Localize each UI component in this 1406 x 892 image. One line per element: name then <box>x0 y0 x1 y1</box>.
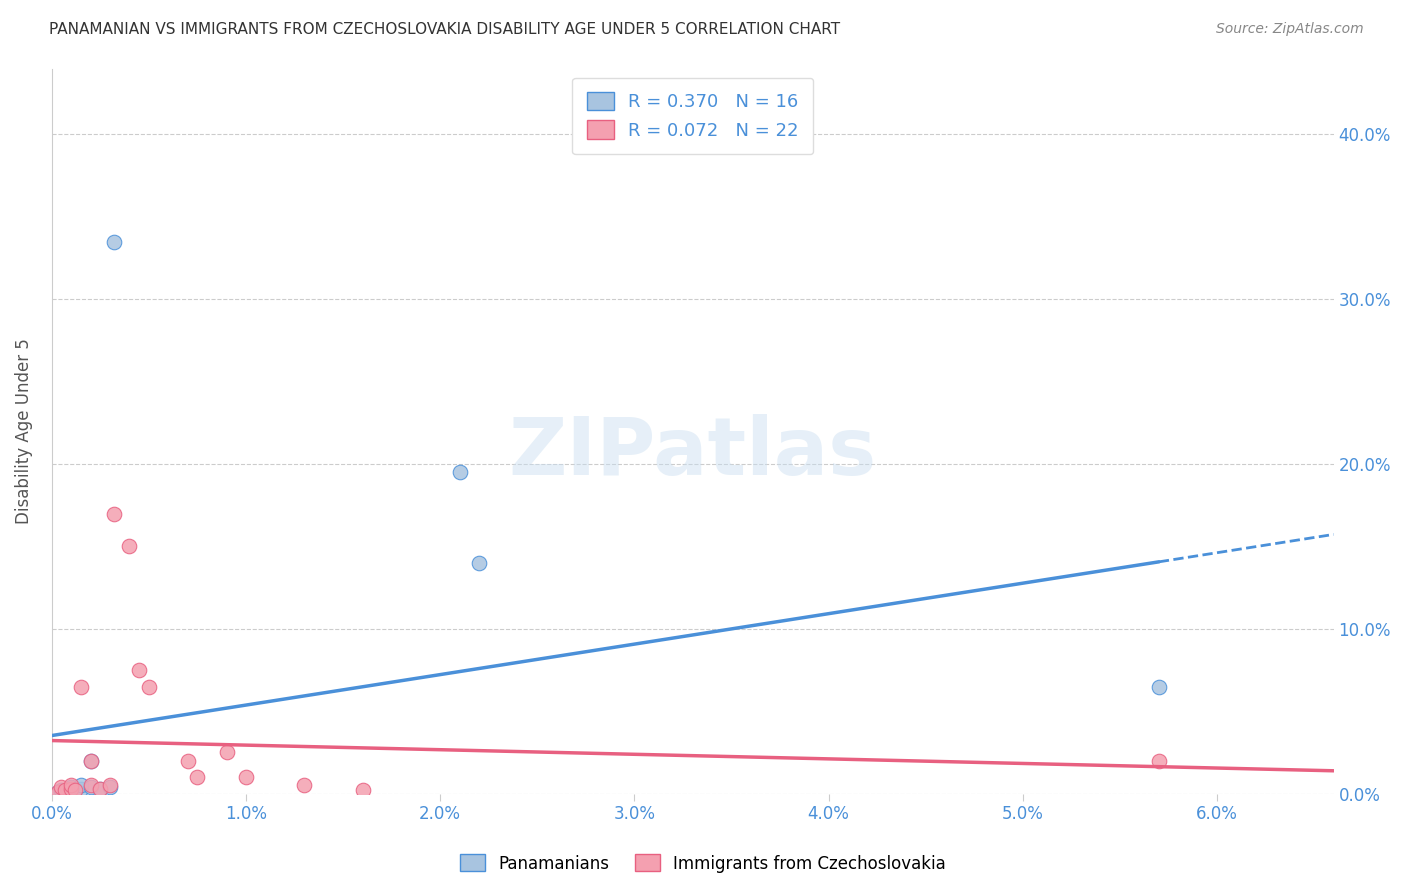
Point <box>118 540 141 554</box>
Point <box>46 785 69 799</box>
Point <box>46 785 69 799</box>
Point <box>60 779 83 793</box>
Point <box>449 465 471 479</box>
Text: PANAMANIAN VS IMMIGRANTS FROM CZECHOSLOVAKIA DISABILITY AGE UNDER 5 CORRELATION : PANAMANIAN VS IMMIGRANTS FROM CZECHOSLOV… <box>49 22 841 37</box>
Point <box>292 779 315 793</box>
Point <box>60 781 83 796</box>
Point <box>468 556 491 570</box>
Point <box>51 783 73 797</box>
Point <box>60 780 83 794</box>
Point <box>63 783 86 797</box>
Y-axis label: Disability Age Under 5: Disability Age Under 5 <box>15 338 32 524</box>
Point <box>79 754 101 768</box>
Point <box>70 781 93 796</box>
Point <box>60 781 83 796</box>
Point <box>235 770 257 784</box>
Point <box>63 783 86 797</box>
Point <box>103 507 125 521</box>
Point <box>70 779 93 793</box>
Point <box>98 780 121 794</box>
Text: ZIPatlas: ZIPatlas <box>509 414 877 491</box>
Point <box>51 780 73 794</box>
Point <box>103 235 125 249</box>
Point <box>98 779 121 793</box>
Point <box>215 746 238 760</box>
Legend: R = 0.370   N = 16, R = 0.072   N = 22: R = 0.370 N = 16, R = 0.072 N = 22 <box>572 78 813 154</box>
Text: Source: ZipAtlas.com: Source: ZipAtlas.com <box>1216 22 1364 37</box>
Point <box>1147 680 1170 694</box>
Point <box>177 754 200 768</box>
Point <box>186 770 208 784</box>
Point <box>53 785 76 799</box>
Point <box>128 663 150 677</box>
Point <box>79 754 101 768</box>
Point <box>79 780 101 794</box>
Point <box>1147 754 1170 768</box>
Point <box>53 783 76 797</box>
Point <box>352 783 374 797</box>
Point <box>70 680 93 694</box>
Point <box>89 781 111 796</box>
Point <box>89 781 111 796</box>
Point <box>138 680 160 694</box>
Legend: Panamanians, Immigrants from Czechoslovakia: Panamanians, Immigrants from Czechoslova… <box>454 847 952 880</box>
Point <box>79 779 101 793</box>
